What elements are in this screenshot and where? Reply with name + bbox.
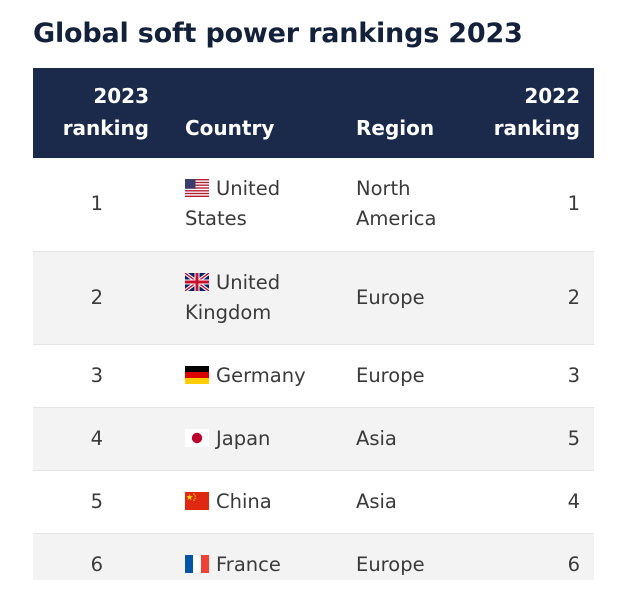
rank-2023-cell: 3	[33, 343, 163, 407]
country-name-line1: United	[216, 177, 281, 201]
header-2022-ranking-label: ranking	[493, 116, 580, 140]
uk-flag-icon	[185, 272, 209, 291]
header-2023-ranking-label: ranking	[62, 116, 149, 140]
rank-2023-cell: 5	[33, 469, 163, 533]
table-row: 2 United Kingdom Europe 2	[33, 250, 594, 344]
header-2022-ranking: 2022 ranking	[464, 68, 594, 158]
rank-2023-cell: 6	[33, 532, 163, 580]
header-country: Country	[185, 116, 275, 140]
us-flag-icon	[185, 179, 209, 198]
country-name: Japan	[216, 426, 271, 450]
table-row: 4 Japan Asia 5	[33, 406, 594, 470]
country-cell: Germany	[163, 343, 334, 407]
table-row: 6 France Europe 6	[33, 532, 594, 580]
rank-2022-cell: 5	[464, 406, 594, 470]
rankings-table-container: 2023 ranking Country Region 2022 ranking…	[33, 68, 594, 580]
region-cell: Europe	[334, 532, 464, 580]
country-cell: United States	[163, 158, 334, 251]
country-name: Germany	[216, 363, 306, 387]
country-cell: China	[163, 469, 334, 533]
country-cell: Japan	[163, 406, 334, 470]
rank-2022-cell: 6	[464, 532, 594, 580]
header-2022-ranking-year: 2022	[524, 84, 580, 108]
rank-2023-cell: 4	[33, 406, 163, 470]
table-row: 5 China Asia 4	[33, 469, 594, 533]
header-2023-ranking-year: 2023	[93, 84, 149, 108]
country-cell: United Kingdom	[163, 250, 334, 344]
japan-flag-icon	[185, 428, 209, 447]
country-cell: France	[163, 532, 334, 580]
header-2023-ranking: 2023 ranking	[33, 68, 163, 158]
region-cell: Europe	[334, 250, 464, 344]
country-name: France	[216, 552, 281, 576]
table-header-row: 2023 ranking Country Region 2022 ranking	[33, 68, 594, 158]
region-cell: Asia	[334, 469, 464, 533]
rank-2023-cell: 1	[90, 192, 103, 216]
rankings-table: 2023 ranking Country Region 2022 ranking…	[33, 68, 594, 580]
header-region: Region	[356, 116, 435, 140]
rank-2022-cell: 4	[464, 469, 594, 533]
country-name-line2: Kingdom	[185, 300, 272, 324]
region-cell: North America	[334, 158, 464, 251]
rank-2022-cell: 3	[464, 343, 594, 407]
region-cell: Asia	[334, 406, 464, 470]
country-name-line1: United	[216, 270, 281, 294]
country-name-line2: States	[185, 207, 247, 231]
france-flag-icon	[185, 554, 209, 573]
table-row: 1	[33, 158, 594, 251]
rank-2023-cell: 2	[33, 250, 163, 344]
region-cell: Europe	[334, 343, 464, 407]
rank-2022-cell: 1	[567, 192, 580, 216]
germany-flag-icon	[185, 365, 209, 384]
rank-2022-cell: 2	[464, 250, 594, 344]
china-flag-icon	[185, 491, 209, 510]
region-line1: North	[356, 177, 411, 201]
region-line2: America	[356, 207, 437, 231]
table-row: 3 Germany Europe 3	[33, 343, 594, 407]
page-title: Global soft power rankings 2023	[33, 18, 523, 49]
country-name: China	[216, 489, 272, 513]
